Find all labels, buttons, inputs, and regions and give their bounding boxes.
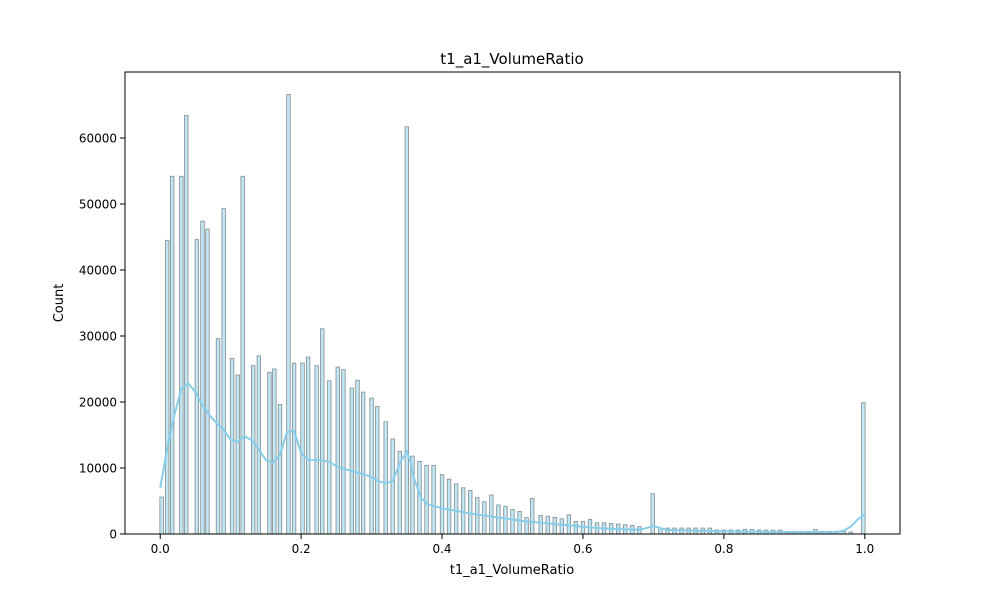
histogram-bar (369, 397, 374, 535)
x-tick-label: 0.2 (292, 542, 311, 556)
histogram-bar (341, 369, 346, 535)
histogram-bar (489, 494, 494, 535)
histogram-bar (552, 517, 557, 535)
x-tick-label: 0.8 (714, 542, 733, 556)
histogram-bar (314, 365, 319, 535)
histogram-bar (235, 374, 240, 535)
histogram-bar (431, 464, 436, 535)
histogram-bar (306, 356, 311, 535)
histogram-bar (530, 497, 535, 535)
histogram-bar (446, 478, 452, 535)
x-tick-label: 0.6 (573, 542, 592, 556)
histogram-bar (517, 511, 522, 535)
histogram-bar (355, 379, 360, 535)
histogram-bar (482, 501, 487, 535)
histogram-bar (327, 380, 332, 535)
x-tick-label: 0.4 (432, 542, 451, 556)
histogram-bar (559, 518, 564, 535)
histogram-bar (165, 239, 170, 535)
x-axis-label: t1_a1_VolumeRatio (450, 563, 574, 578)
histogram-bar (349, 387, 355, 535)
kde-curve (159, 382, 866, 534)
histogram-bar (170, 175, 175, 535)
x-tick-label: 1.0 (855, 542, 874, 556)
histogram-bar (538, 515, 543, 535)
y-tick-label: 0 (109, 528, 117, 542)
histogram-bar (267, 371, 272, 535)
histogram-bar (404, 126, 409, 535)
y-tick-label: 50000 (79, 198, 117, 212)
histogram-bar (475, 497, 480, 535)
histogram-bar (256, 355, 262, 535)
histogram-bar (286, 94, 291, 535)
histogram-bar (524, 517, 529, 535)
y-tick-label: 30000 (79, 330, 117, 344)
chart-title: t1_a1_VolumeRatio (440, 50, 583, 69)
histogram-bar (461, 487, 466, 535)
histogram-bar (300, 362, 305, 535)
histogram-bar (184, 115, 189, 535)
histogram-bar (453, 483, 459, 535)
histogram-bar (335, 366, 340, 535)
histogram-bar (179, 175, 184, 535)
histogram-bar (510, 509, 515, 535)
histogram-bar (194, 239, 200, 535)
y-tick-label: 40000 (79, 264, 117, 278)
histogram-bar (545, 515, 550, 535)
histogram-bar (159, 496, 164, 535)
histogram-bar (277, 404, 283, 535)
histogram-bar (200, 220, 205, 535)
histogram-bar (272, 368, 277, 535)
y-tick-label: 10000 (79, 462, 117, 476)
y-tick-label: 60000 (79, 132, 117, 146)
histogram-bar (573, 521, 579, 535)
histogram-bar (215, 338, 221, 535)
histogram-bar (229, 358, 235, 535)
y-axis-label: Count (52, 284, 67, 323)
histogram-bar (251, 365, 256, 535)
y-tick-label: 20000 (79, 396, 117, 410)
histogram-bar (424, 464, 429, 535)
plot-frame (124, 71, 901, 535)
histogram-bar (375, 406, 380, 535)
histogram-bar (291, 362, 297, 535)
x-tick-label: 0.0 (151, 542, 170, 556)
histogram-bar (221, 208, 226, 535)
histogram-bar (496, 504, 501, 535)
histogram-bar (205, 228, 210, 535)
histogram-bar (439, 474, 445, 535)
histogram-bar (503, 505, 508, 535)
histogram-bar (650, 493, 655, 535)
histogram-bar (320, 328, 325, 535)
x-axis-ticks: 0.0 0.2 0.4 0.6 0.8 1.0 (151, 534, 874, 556)
histogram-bar (360, 391, 366, 535)
histogram-bar (390, 438, 395, 535)
histogram-bar (383, 421, 388, 535)
histogram-bar (468, 490, 473, 535)
histogram-bar (240, 175, 245, 535)
y-axis-ticks: 0 10000 20000 30000 40000 50000 60000 (79, 132, 125, 542)
